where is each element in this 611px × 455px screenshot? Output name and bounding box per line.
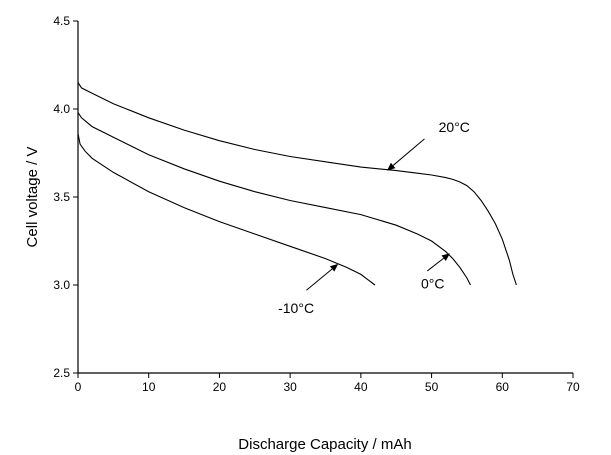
series-line-2 bbox=[77, 133, 376, 286]
annotation-arrow-shaft bbox=[427, 257, 444, 272]
x-tick-label: 50 bbox=[425, 380, 439, 394]
axes-frame bbox=[77, 21, 573, 374]
y-tick-label: 2.5 bbox=[53, 366, 70, 380]
x-tick-label: 10 bbox=[142, 380, 156, 394]
y-tick-label: 4.0 bbox=[53, 102, 70, 116]
curve-label: 0°C bbox=[421, 276, 445, 292]
x-tick-label: 30 bbox=[283, 380, 297, 394]
x-axis-title: Discharge Capacity / mAh bbox=[238, 436, 411, 453]
annotation-arrow-head bbox=[329, 263, 339, 272]
annotation-arrow-head bbox=[441, 253, 450, 261]
curve-label: -10°C bbox=[278, 300, 314, 316]
x-tick-label: 60 bbox=[496, 380, 510, 394]
series-line-0 bbox=[77, 82, 517, 286]
discharge-curves bbox=[77, 82, 517, 286]
annotation-arrow-shaft bbox=[306, 268, 333, 291]
x-tick-label: 20 bbox=[213, 380, 227, 394]
x-tick-label: 70 bbox=[566, 380, 580, 394]
annotation-arrow-head bbox=[387, 162, 396, 171]
y-axis-title: Cell voltage / V bbox=[24, 147, 41, 248]
y-tick-label: 3.5 bbox=[53, 190, 70, 204]
annotation-arrow-shaft bbox=[392, 138, 425, 166]
x-tick-label: 40 bbox=[354, 380, 368, 394]
y-tick-label: 4.5 bbox=[53, 14, 70, 28]
y-tick-label: 3.0 bbox=[53, 278, 70, 292]
curve-annotations: 20°C 0°C -10°C bbox=[278, 119, 470, 316]
curve-label: 20°C bbox=[439, 119, 470, 135]
axis-ticks: 0 10 20 30 40 50 60 70 2.5 3.0 3.5 4.0 4.5 bbox=[53, 14, 580, 394]
series-line-1 bbox=[77, 112, 471, 286]
x-tick-label: 0 bbox=[75, 380, 82, 394]
